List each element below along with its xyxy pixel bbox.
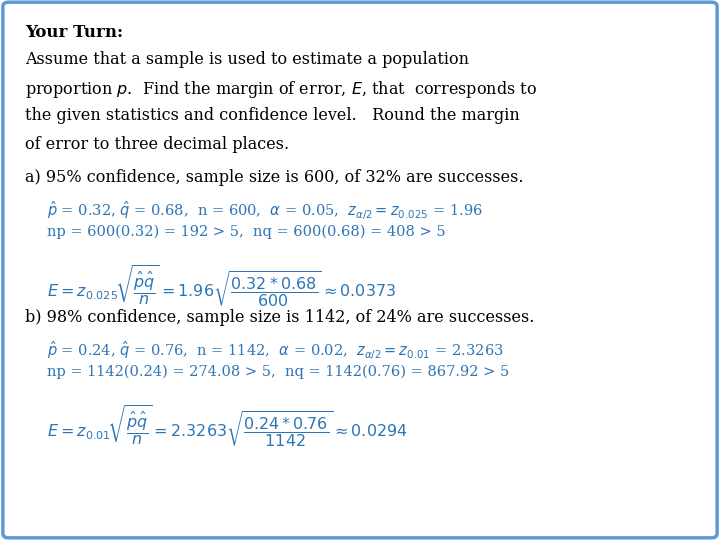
Text: $E = z_{0.01}\!\sqrt{\dfrac{\hat{p}\hat{q}}{n}} = 2.3263\sqrt{\dfrac{0.24*0.76}{: $E = z_{0.01}\!\sqrt{\dfrac{\hat{p}\hat{… [47,404,408,450]
Text: Assume that a sample is used to estimate a population: Assume that a sample is used to estimate… [25,51,469,68]
Text: $\hat{p}$ = 0.24, $\hat{q}$ = 0.76,  n = 1142,  $\alpha$ = 0.02,  $z_{\alpha/2} : $\hat{p}$ = 0.24, $\hat{q}$ = 0.76, n = … [47,339,503,362]
Text: b) 98% confidence, sample size is 1142, of 24% are successes.: b) 98% confidence, sample size is 1142, … [25,309,534,326]
Text: proportion $p$.  Find the margin of error, $E$, that  corresponds to: proportion $p$. Find the margin of error… [25,79,537,100]
Text: np = 600(0.32) = 192 > 5,  nq = 600(0.68) = 408 > 5: np = 600(0.32) = 192 > 5, nq = 600(0.68)… [47,225,446,239]
Text: of error to three decimal places.: of error to three decimal places. [25,136,289,152]
Text: Your Turn:: Your Turn: [25,24,123,41]
Text: a) 95% confidence, sample size is 600, of 32% are successes.: a) 95% confidence, sample size is 600, o… [25,169,523,186]
Text: $E = z_{0.025}\!\sqrt{\dfrac{\hat{p}\hat{q}}{n}} = 1.96\sqrt{\dfrac{0.32*0.68}{6: $E = z_{0.025}\!\sqrt{\dfrac{\hat{p}\hat… [47,264,396,309]
FancyBboxPatch shape [3,2,717,538]
Text: $\hat{p}$ = 0.32, $\hat{q}$ = 0.68,  n = 600,  $\alpha$ = 0.05,  $z_{\alpha/2} =: $\hat{p}$ = 0.32, $\hat{q}$ = 0.68, n = … [47,199,482,221]
Text: np = 1142(0.24) = 274.08 > 5,  nq = 1142(0.76) = 867.92 > 5: np = 1142(0.24) = 274.08 > 5, nq = 1142(… [47,365,509,380]
Text: the given statistics and confidence level.   Round the margin: the given statistics and confidence leve… [25,107,520,124]
